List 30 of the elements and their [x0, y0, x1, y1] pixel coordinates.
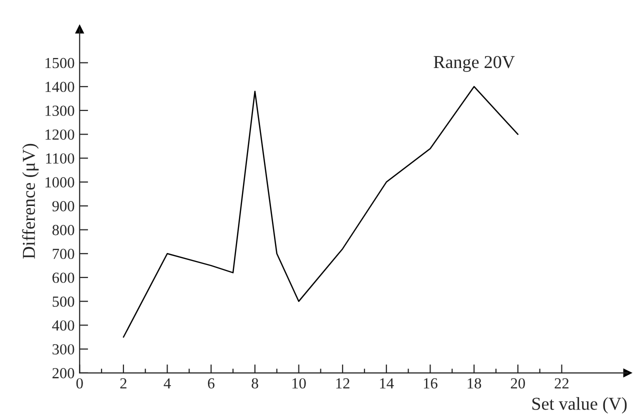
y-tick-label: 1000	[46, 177, 74, 188]
x-tick-label: 2	[120, 378, 126, 388]
x-axis-title: Set value (V)	[532, 397, 627, 414]
y-tick-label: 1100	[46, 153, 74, 164]
y-tick-label: 500	[52, 296, 74, 307]
x-tick-label: 12	[336, 378, 350, 388]
x-tick-label: 16	[424, 378, 438, 389]
x-tick-label: 10	[292, 378, 306, 389]
x-tick-label: 14	[380, 378, 394, 388]
x-tick-label: 0	[76, 378, 83, 389]
x-tick-label: 8	[252, 378, 258, 389]
y-tick-label: 600	[52, 272, 74, 283]
y-axis-title: Difference (μV)	[22, 144, 39, 259]
y-tick-label: 1200	[46, 129, 74, 140]
y-tick-label: 900	[52, 201, 74, 212]
y-tick-label: 400	[52, 320, 74, 331]
x-tick-label: 18	[468, 378, 482, 389]
y-tick-label: 1300	[46, 106, 74, 116]
y-tick-label: 800	[52, 224, 74, 236]
line-series	[122, 86, 519, 338]
x-tick-label: 22	[554, 378, 569, 388]
y-tick-label: 1400	[46, 82, 74, 92]
y-tick-label: 200	[52, 368, 74, 378]
y-tick-label: 700	[52, 248, 74, 260]
x-tick-label: 6	[208, 378, 214, 389]
y-tick-label: 1500	[46, 58, 74, 68]
x-tick-label: 4	[164, 378, 171, 388]
x-tick-label: 20	[510, 378, 525, 389]
annotation: Range 20V	[434, 56, 515, 72]
y-tick-label: 300	[52, 344, 74, 354]
